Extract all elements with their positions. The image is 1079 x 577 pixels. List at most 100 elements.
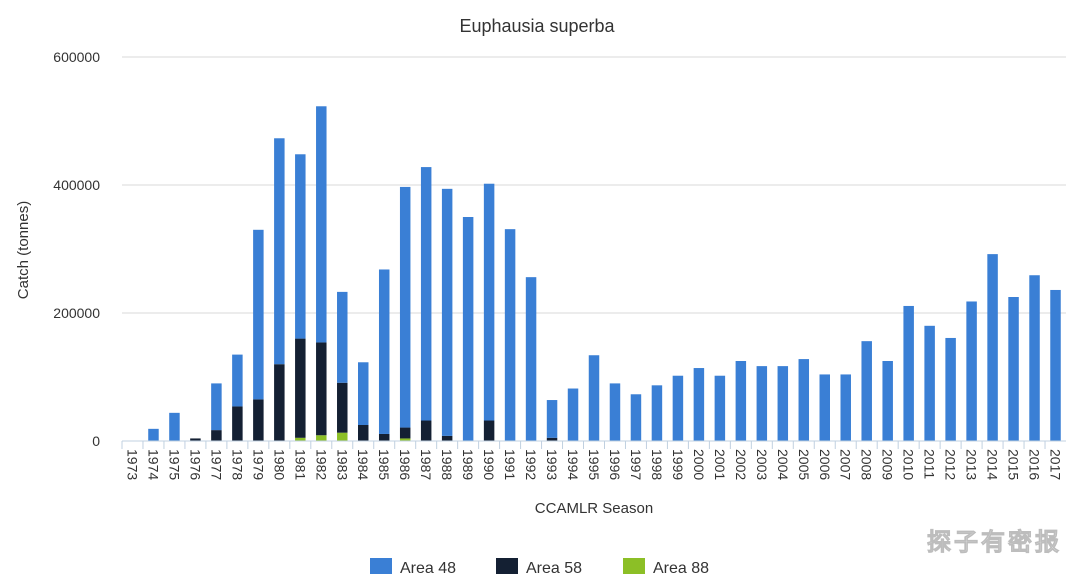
bar-area-48-2001[interactable] [714, 375, 726, 441]
x-tick-label: 1993 [544, 449, 560, 480]
x-tick-label: 1987 [418, 449, 434, 480]
bar-area-48-1987[interactable] [420, 167, 432, 421]
y-tick-label: 400000 [53, 177, 100, 193]
bar-area-88-1986[interactable] [399, 438, 411, 441]
bar-area-58-1976[interactable] [190, 438, 201, 441]
x-tick-label: 2016 [1027, 449, 1043, 480]
legend-label: Area 88 [653, 560, 709, 577]
bar-area-48-1990[interactable] [483, 183, 495, 421]
bar-area-48-1980[interactable] [274, 138, 285, 365]
bar-area-48-2002[interactable] [735, 361, 747, 441]
y-axis-label: Catch (tonnes) [15, 201, 32, 299]
bar-area-48-1974[interactable] [148, 428, 159, 441]
x-tick-label: 2017 [1048, 449, 1064, 480]
x-tick-label: 2008 [859, 449, 875, 480]
bar-area-48-2005[interactable] [798, 359, 810, 441]
x-tick-label: 2002 [733, 449, 749, 480]
x-tick-label: 1991 [502, 449, 518, 480]
x-tick-label: 1984 [355, 449, 371, 480]
bar-area-48-2009[interactable] [882, 361, 893, 441]
legend[interactable]: Area 48 Area 58 Area 88 [370, 558, 709, 577]
bar-area-58-1988[interactable] [441, 435, 453, 441]
legend-item-area-58[interactable]: Area 58 [496, 558, 582, 577]
bar-series [148, 106, 1061, 441]
bar-area-88-1981[interactable] [295, 437, 306, 441]
legend-item-area-48[interactable]: Area 48 [370, 558, 456, 577]
bar-area-48-2004[interactable] [777, 366, 789, 441]
watermark-text: 探子有密报 [927, 528, 1062, 556]
bar-area-58-1986[interactable] [399, 427, 411, 439]
x-tick-label: 2010 [901, 449, 917, 480]
bar-area-48-2013[interactable] [966, 301, 977, 441]
bar-area-48-2010[interactable] [903, 305, 914, 441]
bar-area-48-1975[interactable] [169, 412, 180, 441]
bar-area-58-1982[interactable] [316, 342, 327, 436]
bar-area-48-1981[interactable] [295, 154, 306, 339]
bar-area-48-1979[interactable] [253, 229, 264, 400]
chart-title: Euphausia superba [459, 16, 615, 36]
legend-item-area-88[interactable]: Area 88 [623, 558, 709, 577]
bar-area-58-1978[interactable] [232, 406, 243, 441]
bar-area-48-2011[interactable] [924, 325, 935, 441]
x-tick-label: 1978 [229, 449, 245, 480]
y-tick-label: 0 [92, 433, 100, 449]
x-tick-label: 2005 [796, 449, 812, 480]
bar-area-48-1997[interactable] [630, 394, 642, 441]
x-tick-label: 2015 [1006, 449, 1022, 480]
bar-area-48-1986[interactable] [399, 186, 411, 428]
x-tick-label: 1994 [565, 449, 581, 480]
bar-area-48-2017[interactable] [1050, 289, 1061, 441]
bar-area-48-1998[interactable] [651, 385, 663, 441]
bar-area-48-1988[interactable] [441, 188, 453, 436]
bar-area-48-1993[interactable] [546, 400, 558, 438]
bar-area-58-1981[interactable] [295, 338, 306, 438]
bar-area-48-2015[interactable] [1008, 297, 1019, 441]
bar-area-58-1985[interactable] [378, 433, 390, 441]
x-tick-label: 2014 [985, 449, 1001, 480]
bar-area-48-1995[interactable] [588, 355, 600, 441]
x-tick-label: 1995 [586, 449, 602, 480]
bar-area-48-1996[interactable] [609, 383, 621, 441]
bar-area-48-1989[interactable] [462, 217, 474, 441]
bar-area-48-1977[interactable] [211, 383, 222, 431]
bar-area-48-2006[interactable] [819, 374, 830, 441]
bar-area-48-2016[interactable] [1029, 275, 1040, 441]
bar-area-48-2008[interactable] [861, 341, 872, 441]
x-tick-label: 1992 [523, 449, 539, 480]
bar-area-48-1992[interactable] [525, 277, 537, 441]
bar-area-48-1984[interactable] [358, 362, 369, 425]
x-tick-label: 1975 [166, 449, 182, 480]
bar-area-48-2014[interactable] [987, 254, 998, 441]
x-tick-label: 2011 [922, 449, 938, 479]
bar-area-58-1983[interactable] [337, 382, 348, 433]
y-axis-ticks: 0 200000 400000 600000 [53, 49, 100, 449]
bar-area-48-2003[interactable] [756, 366, 768, 441]
x-axis-label: CCAMLR Season [535, 500, 653, 517]
x-tick-label: 1983 [334, 449, 350, 480]
bar-area-48-1991[interactable] [504, 229, 516, 441]
bar-area-48-1985[interactable] [378, 269, 390, 434]
bar-area-58-1990[interactable] [483, 420, 495, 441]
bar-area-58-1977[interactable] [211, 430, 222, 441]
bar-area-48-1983[interactable] [337, 291, 348, 383]
bar-area-58-1984[interactable] [358, 425, 369, 441]
bar-area-48-2012[interactable] [945, 337, 956, 441]
bar-area-48-1999[interactable] [672, 375, 684, 441]
x-tick-label: 1980 [271, 449, 287, 480]
bar-area-88-1983[interactable] [337, 432, 348, 441]
bar-area-48-2007[interactable] [840, 374, 851, 441]
bar-area-58-1979[interactable] [253, 399, 264, 441]
x-tick-label: 1981 [292, 449, 308, 480]
bar-area-48-1994[interactable] [567, 388, 579, 441]
bar-area-58-1980[interactable] [274, 364, 285, 441]
bar-area-48-1982[interactable] [316, 106, 327, 343]
x-tick-label: 2009 [880, 449, 896, 480]
bar-area-58-1993[interactable] [546, 437, 558, 441]
bar-area-48-1978[interactable] [232, 354, 243, 407]
bar-area-58-1987[interactable] [420, 420, 432, 441]
y-tick-label: 200000 [53, 305, 100, 321]
legend-label: Area 48 [400, 560, 456, 577]
bar-area-88-1982[interactable] [316, 435, 327, 441]
bar-area-48-2000[interactable] [693, 368, 705, 441]
